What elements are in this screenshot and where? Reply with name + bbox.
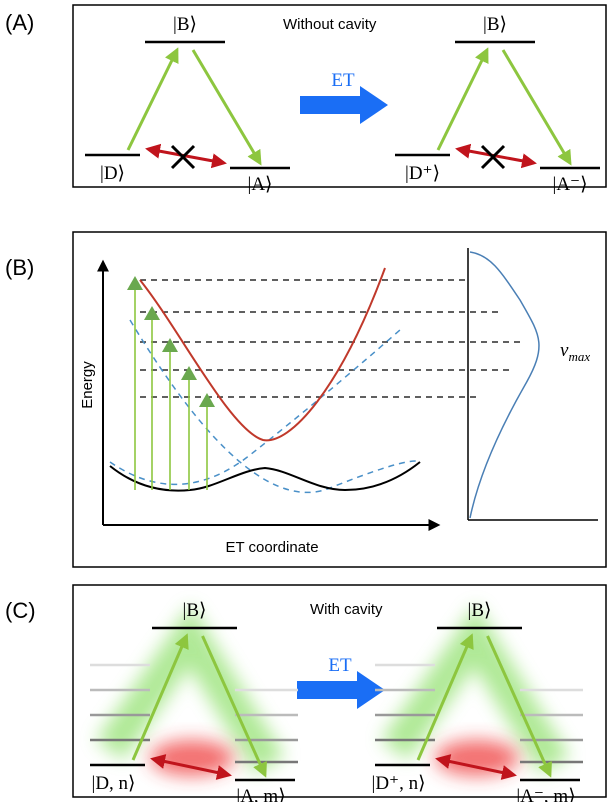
et-arrow: [300, 86, 388, 124]
annotation-symbol: ν: [560, 340, 569, 361]
state-label: |A⁻, m⟩: [516, 786, 575, 802]
state-label: |A⁻⟩: [553, 174, 588, 195]
annotation-subscript: max: [568, 349, 590, 364]
transition-arrowhead: [199, 393, 215, 407]
y-axis-label: Energy: [79, 361, 96, 409]
emission-arrow: [501, 49, 572, 166]
state-label: |D⁺⟩: [405, 163, 440, 184]
excitation-arrow: [131, 633, 189, 761]
panel-label: (C): [5, 598, 36, 623]
transition-arrowhead: [181, 366, 197, 380]
state-label: |B⟩: [468, 600, 492, 621]
coupling-arrow: [435, 754, 517, 780]
et-label: ET: [331, 70, 355, 91]
emission-arrow: [191, 49, 262, 166]
glow: [435, 740, 519, 776]
panel-label: (B): [5, 255, 34, 280]
excited-curve: [139, 267, 386, 442]
distribution-curve: [469, 251, 540, 519]
state-label: |B⟩: [173, 14, 197, 35]
panel-frame: [72, 4, 607, 188]
state-label: |D⟩: [100, 163, 125, 184]
emission-arrow: [486, 635, 552, 778]
et-arrow: [297, 671, 385, 709]
glow: [96, 605, 285, 774]
cross: [480, 144, 506, 170]
excitation-arrow: [436, 47, 489, 151]
excitation-arrow: [416, 633, 474, 761]
panel-label: (A): [5, 10, 34, 35]
state-label: |A, m⟩: [236, 786, 285, 802]
ground-curve: [109, 461, 421, 492]
state-label: |D⁺, n⟩: [372, 773, 426, 794]
panel-frame: [72, 231, 607, 568]
panel-title: Without cavity: [283, 16, 377, 33]
state-label: |D, n⟩: [92, 773, 136, 794]
state-label: |B⟩: [183, 600, 207, 621]
state-label: |B⟩: [483, 14, 507, 35]
coupling-arrow: [150, 754, 232, 780]
excitation-arrow: [126, 47, 179, 151]
panel-frame: [72, 584, 607, 798]
transition-arrowhead: [144, 306, 160, 320]
et-label: ET: [328, 655, 352, 676]
cross: [170, 144, 196, 170]
diabatic-curve: [109, 329, 401, 486]
emission-arrow: [201, 635, 267, 778]
glow: [150, 740, 234, 776]
transition-arrowhead: [127, 276, 143, 290]
diabatic-curve: [129, 319, 421, 493]
state-label: |A⟩: [248, 174, 273, 195]
annotation: νmax: [560, 340, 590, 364]
transition-arrowhead: [162, 338, 178, 352]
panel-title: With cavity: [310, 601, 383, 618]
glow: [381, 605, 570, 774]
x-axis-label: ET coordinate: [225, 539, 318, 556]
